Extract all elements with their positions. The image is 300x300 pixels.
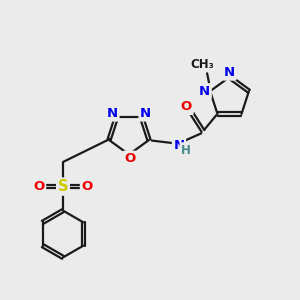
Text: N: N [173,139,184,152]
Text: S: S [58,179,68,194]
Text: N: N [107,107,118,120]
Text: O: O [81,180,93,193]
Text: N: N [199,85,210,98]
Text: N: N [224,66,235,79]
Text: O: O [33,180,45,193]
Text: N: N [140,107,151,120]
Text: CH₃: CH₃ [191,58,214,71]
Text: O: O [124,152,135,165]
Text: O: O [181,100,192,113]
Text: H: H [181,144,191,157]
